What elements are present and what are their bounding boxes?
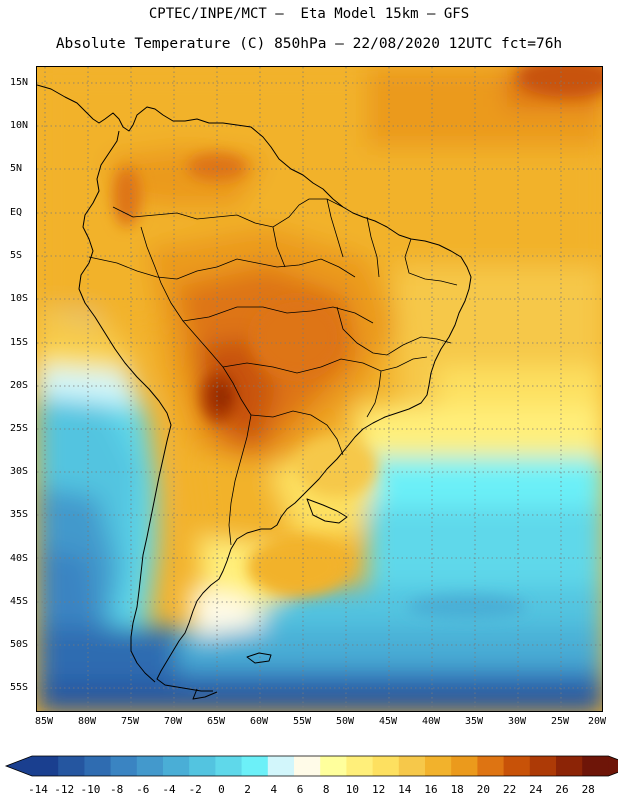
colorbar-label: 6 [296,783,304,796]
colorbar-label: 22 [502,783,517,796]
lon-label: 70W [163,716,183,727]
colorbar-swatch [320,756,347,776]
lon-label: 60W [249,716,269,727]
map-grid [37,67,602,711]
lon-label: 45W [378,716,398,727]
colorbar-label: 8 [322,783,330,796]
colorbar-label: -10 [80,783,101,796]
colorbar-swatch [110,756,138,776]
colorbar-swatch [582,756,609,776]
colorbar-swatch [556,756,583,776]
colorbar-swatch [451,756,478,776]
colorbar-swatch [84,756,112,776]
lat-label: 5N [10,163,23,174]
colorbar-label: 2 [244,783,251,796]
lat-label: 55S [10,682,29,693]
lon-label: 75W [120,716,140,727]
colorbar-swatch [241,756,269,776]
lat-label: 15N [10,77,29,88]
coastline [37,84,472,700]
chart-title-line1: CPTEC/INPE/MCT – Eta Model 15km – GFS [148,6,470,22]
colorbar-swatch [136,756,164,776]
colorbar-swatch [294,756,321,776]
lat-label: 10S [10,293,29,304]
chart-title-line2: Absolute Temperature (C) 850hPa – 22/08/… [55,36,563,52]
colorbar-label: 16 [424,783,438,796]
colorbar-swatch [477,756,505,776]
lon-label: 55W [292,716,312,727]
temperature-map [36,66,603,712]
lon-label: 80W [77,716,97,727]
lat-label: 5S [10,250,23,261]
colorbar-label: 12 [371,783,386,796]
colorbar-label: -8 [109,783,124,796]
lat-label: 20S [10,380,29,391]
colorbar-high-arrow [608,756,618,776]
lat-label: 45S [10,596,29,607]
lon-label: 50W [335,716,355,727]
colorbar-label: -12 [54,783,75,796]
temperature-field [37,67,602,711]
colorbar-swatch [346,756,374,776]
colorbar-label: 20 [476,783,491,796]
colorbar-swatch [215,756,243,776]
colorbar-label: 14 [398,783,412,796]
colorbar-swatch [163,756,190,776]
colorbar-swatch [58,756,85,776]
lon-label: 35W [464,716,484,727]
colorbar-label: -4 [162,783,176,796]
lon-label: 20W [587,716,607,727]
colorbar-label: -2 [188,783,202,796]
colorbar-low-arrow [6,756,32,776]
colorbar-label: 4 [270,783,278,796]
colorbar-label: -6 [136,783,150,796]
lat-label: 15S [10,337,29,348]
colorbar-label: 26 [555,783,569,796]
colorbar-swatch [503,756,531,776]
temperature-hotspots [113,67,602,619]
colorbar-label: 18 [450,783,464,796]
colorbar-outline [4,755,618,777]
lon-label: 85W [34,716,54,727]
colorbar [4,755,618,777]
colorbar-label: 24 [529,783,543,796]
colorbar-swatch [372,756,400,776]
lat-label: 40S [10,553,29,564]
colorbar-swatch [425,756,452,776]
colorbar-swatch [529,756,557,776]
country-borders [88,198,458,546]
lat-label: 25S [10,423,29,434]
lat-label: 10N [10,120,29,131]
colorbar-swatch [189,756,216,776]
lon-label: 30W [507,716,527,727]
lat-label: 30S [10,466,29,477]
colorbar-swatch [32,756,59,776]
lon-label: 25W [550,716,570,727]
colorbar-label: -14 [28,783,48,796]
colorbar-label: 10 [345,783,360,796]
lon-label: 40W [421,716,441,727]
colorbar-swatch [267,756,295,776]
colorbar-label: 0 [218,783,225,796]
lat-label: EQ [10,207,23,218]
colorbar-label: 28 [581,783,595,796]
lat-label: 35S [10,509,29,520]
lat-label: 50S [10,639,29,650]
lon-label: 65W [206,716,226,727]
colorbar-swatch [398,756,426,776]
map-canvas [37,67,602,711]
